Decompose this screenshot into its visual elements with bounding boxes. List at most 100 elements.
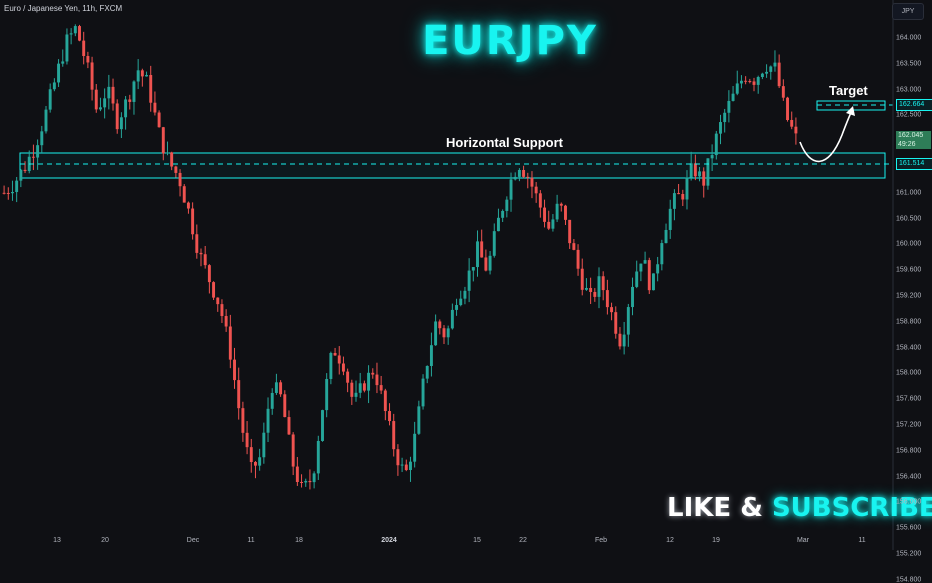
candle-body	[36, 145, 40, 158]
candle-body	[404, 464, 408, 471]
candle-body	[425, 365, 429, 379]
candle-body	[86, 56, 90, 63]
candle-body	[672, 193, 676, 209]
candle-body	[396, 449, 400, 466]
price-chart[interactable]	[0, 0, 932, 550]
candle-body	[321, 410, 324, 441]
time-tick-label: 12	[666, 537, 674, 544]
candle-body	[765, 71, 769, 74]
candle-body	[145, 74, 149, 77]
call-to-action: LIKE & SUBSCRIBE	[667, 493, 932, 523]
candle-body	[346, 371, 350, 383]
candle-body	[417, 406, 421, 434]
time-tick-label: Dec	[186, 537, 200, 544]
current-price-value: 162.045	[898, 132, 924, 139]
candle-body	[714, 133, 718, 156]
price-tick-label: 160.000	[896, 240, 922, 248]
candle-body	[291, 434, 295, 467]
candle-body	[371, 372, 375, 375]
candle-body	[266, 408, 270, 433]
candle-body	[258, 457, 262, 466]
candle-body	[392, 421, 396, 450]
candle-body	[564, 205, 567, 220]
candle-body	[576, 249, 580, 269]
candle-body	[693, 163, 697, 177]
candle-body	[526, 176, 530, 178]
candle-body	[656, 264, 660, 274]
candle-body	[333, 352, 337, 356]
candles	[2, 24, 798, 490]
time-tick-label: 11	[858, 537, 866, 544]
candle-body	[530, 177, 534, 187]
candle-body	[685, 177, 689, 200]
candle-body	[203, 254, 207, 266]
candle-body	[488, 255, 492, 271]
candle-body	[572, 243, 576, 250]
candle-body	[735, 83, 739, 94]
candle-body	[442, 328, 446, 338]
candle-body	[555, 203, 559, 220]
candle-body	[329, 352, 333, 379]
candle-body	[731, 93, 735, 101]
candle-body	[492, 231, 496, 256]
candle-body	[82, 40, 86, 57]
candle-body	[601, 276, 605, 291]
candle-body	[341, 363, 345, 372]
candle-body	[6, 192, 10, 194]
time-tick-label: 18	[295, 537, 303, 544]
candle-body	[379, 385, 383, 391]
candle-body	[270, 392, 274, 409]
candle-body	[354, 392, 358, 397]
candle-body	[253, 462, 257, 466]
current-price-tag: 162.045 49:26	[896, 131, 931, 149]
candle-body	[559, 203, 563, 206]
candle-body	[459, 298, 463, 306]
candle-body	[132, 81, 136, 102]
time-tick-label: 15	[473, 537, 481, 544]
candle-body	[325, 378, 329, 411]
candle-body	[228, 326, 232, 360]
price-tick-label: 158.400	[896, 344, 922, 352]
candle-body	[786, 97, 789, 121]
candle-body	[233, 359, 236, 381]
candle-body	[635, 271, 639, 287]
candle-body	[777, 62, 781, 87]
candle-body	[689, 163, 693, 178]
candle-body	[337, 355, 341, 364]
candle-body	[610, 307, 614, 313]
candle-body	[178, 172, 182, 187]
candle-body	[212, 282, 216, 298]
candle-body	[790, 120, 794, 127]
candle-body	[186, 202, 190, 209]
candle-body	[31, 156, 35, 158]
candle-body	[103, 98, 107, 108]
candle-body	[241, 408, 245, 433]
candle-body	[224, 316, 228, 327]
candle-body	[631, 286, 634, 308]
candle-body	[727, 100, 731, 113]
price-tick-label: 164.000	[896, 34, 922, 42]
time-tick-label: 13	[53, 537, 61, 544]
candle-body	[710, 155, 714, 159]
target-label: Target	[829, 83, 868, 98]
currency-button[interactable]: JPY	[892, 3, 924, 20]
candle-body	[748, 81, 752, 83]
candle-body	[300, 481, 304, 483]
candle-body	[107, 86, 111, 99]
candle-body	[501, 210, 505, 218]
price-tick-label: 155.200	[896, 550, 922, 558]
candle-body	[476, 241, 479, 268]
candle-body	[274, 382, 278, 393]
price-tick-label: 155.600	[896, 524, 922, 532]
candle-body	[287, 417, 291, 435]
candle-body	[375, 374, 379, 386]
candle-body	[719, 122, 722, 134]
candle-body	[174, 166, 178, 173]
candle-body	[388, 411, 391, 422]
candle-body	[618, 333, 622, 347]
candle-body	[463, 290, 467, 299]
candle-body	[677, 193, 681, 195]
candle-body	[350, 382, 354, 397]
candle-body	[136, 70, 140, 82]
candle-body	[480, 241, 484, 258]
